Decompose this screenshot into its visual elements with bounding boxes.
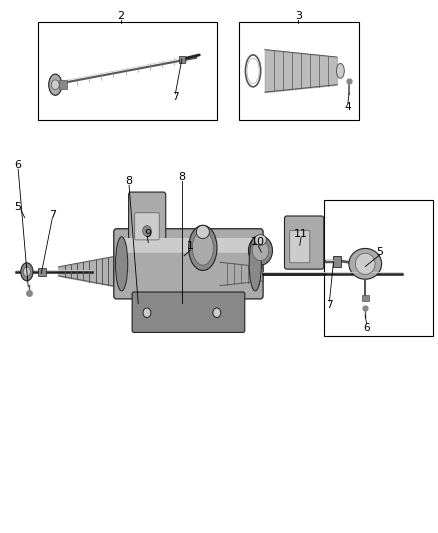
Text: 3: 3 bbox=[295, 11, 302, 21]
Text: 11: 11 bbox=[294, 229, 308, 239]
Text: 9: 9 bbox=[144, 229, 151, 239]
Text: 4: 4 bbox=[345, 102, 351, 112]
Ellipse shape bbox=[349, 248, 381, 279]
Ellipse shape bbox=[356, 253, 375, 274]
Bar bbox=[324, 200, 433, 336]
Ellipse shape bbox=[252, 240, 269, 261]
Ellipse shape bbox=[248, 236, 272, 265]
Ellipse shape bbox=[213, 308, 221, 318]
FancyBboxPatch shape bbox=[59, 80, 67, 90]
Ellipse shape bbox=[196, 225, 209, 239]
FancyBboxPatch shape bbox=[290, 230, 310, 263]
FancyBboxPatch shape bbox=[120, 238, 258, 253]
Text: 6: 6 bbox=[14, 160, 21, 171]
Bar bbox=[239, 22, 359, 120]
FancyBboxPatch shape bbox=[362, 295, 369, 301]
Ellipse shape bbox=[192, 231, 213, 265]
Ellipse shape bbox=[49, 74, 62, 95]
Text: 7: 7 bbox=[49, 210, 56, 220]
Ellipse shape bbox=[143, 308, 151, 318]
FancyBboxPatch shape bbox=[129, 192, 166, 240]
FancyBboxPatch shape bbox=[135, 213, 159, 240]
Text: 6: 6 bbox=[363, 322, 370, 333]
Text: 10: 10 bbox=[251, 237, 265, 247]
Ellipse shape bbox=[51, 80, 59, 90]
Ellipse shape bbox=[21, 263, 33, 281]
Text: 5: 5 bbox=[14, 202, 21, 212]
Ellipse shape bbox=[143, 225, 151, 236]
Ellipse shape bbox=[254, 235, 267, 245]
Ellipse shape bbox=[249, 237, 261, 291]
FancyBboxPatch shape bbox=[38, 268, 46, 276]
Text: 8: 8 bbox=[126, 176, 133, 187]
Ellipse shape bbox=[336, 63, 344, 78]
Text: 7: 7 bbox=[172, 92, 179, 102]
Text: 8: 8 bbox=[178, 172, 185, 182]
FancyBboxPatch shape bbox=[179, 56, 185, 63]
Text: 7: 7 bbox=[326, 300, 333, 310]
Ellipse shape bbox=[116, 237, 128, 291]
FancyBboxPatch shape bbox=[114, 229, 263, 299]
Text: 5: 5 bbox=[376, 247, 383, 256]
Ellipse shape bbox=[23, 267, 30, 277]
FancyBboxPatch shape bbox=[132, 292, 245, 333]
Text: 2: 2 bbox=[117, 11, 124, 21]
Bar bbox=[38, 22, 217, 120]
FancyBboxPatch shape bbox=[332, 256, 341, 266]
Text: 1: 1 bbox=[187, 241, 194, 251]
FancyBboxPatch shape bbox=[285, 216, 324, 269]
Ellipse shape bbox=[189, 225, 217, 270]
